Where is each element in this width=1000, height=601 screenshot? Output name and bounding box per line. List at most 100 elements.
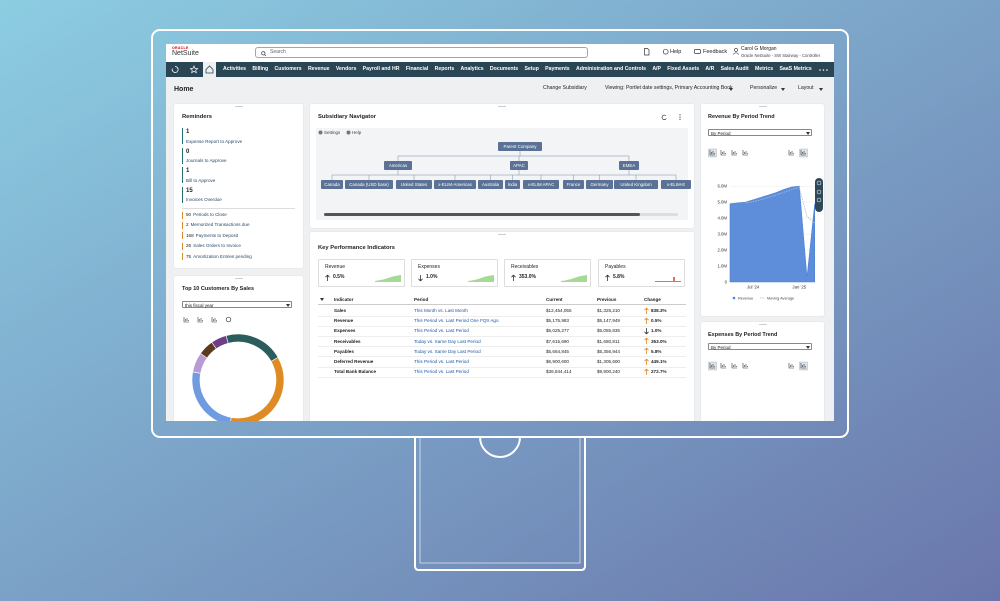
nav-item[interactable]: Activities: [223, 65, 247, 72]
tree-node[interactable]: APAC: [510, 161, 528, 170]
nav-item[interactable]: A/R: [705, 65, 715, 72]
kpi-card[interactable]: Expenses 1.0%: [411, 259, 498, 287]
tree-node[interactable]: France: [563, 180, 584, 189]
tree-node[interactable]: India: [505, 180, 520, 189]
reminder-label[interactable]: Invoices Overdue: [186, 197, 222, 202]
nav-item[interactable]: Vendors: [335, 65, 357, 72]
nav-item[interactable]: Billing: [252, 65, 269, 72]
chart-controls[interactable]: [815, 178, 823, 212]
y-tick-label: 2.0M: [717, 248, 727, 253]
viewing-settings[interactable]: Viewing: Portlet date settings, Primary …: [605, 85, 733, 91]
help-link[interactable]: Help: [670, 49, 682, 55]
kpi-card[interactable]: Payables 5.8%: [598, 259, 685, 287]
tree-node[interactable]: Germany: [586, 180, 613, 189]
nav-item[interactable]: Fixed Assets: [667, 65, 700, 72]
nav-item[interactable]: Administration and Controls: [575, 65, 647, 72]
period-link[interactable]: Today vs. Same Day Last Period: [414, 348, 481, 354]
nav-item[interactable]: Revenue: [307, 65, 330, 72]
column-header: Previous: [597, 296, 617, 302]
document-icon: [644, 48, 650, 56]
tree-node[interactable]: Americas: [384, 161, 412, 170]
reminder-bar: [182, 242, 184, 250]
reminder-count[interactable]: 15: [186, 187, 193, 194]
help-link[interactable]: Help: [352, 129, 362, 135]
kpi-change: 5.8%: [613, 274, 625, 280]
chart-type-icon: [731, 150, 737, 156]
graphic: [733, 48, 739, 55]
tree-node[interactable]: x-ELIM APAC: [523, 180, 559, 189]
period-link[interactable]: This Period vs. Last Period: [414, 328, 469, 334]
tree-node[interactable]: Australia: [478, 180, 503, 189]
caret: [781, 87, 785, 91]
kpi-label: Receivables: [511, 264, 539, 270]
nav-item[interactable]: Setup: [524, 65, 539, 72]
portlet-title: Key Performance Indicators: [318, 245, 395, 251]
chart-type-icon: [742, 150, 748, 156]
feedback-link[interactable]: Feedback: [703, 49, 728, 55]
kpi-card[interactable]: Revenue 0.5%: [318, 259, 405, 287]
tree-node[interactable]: x-ELIM-Americas: [434, 180, 476, 189]
portlet-title: Subsidiary Navigator: [318, 114, 376, 120]
sparkline-area: [561, 275, 587, 282]
reminder-bar: [182, 167, 184, 183]
dropdown[interactable]: this fiscal year: [182, 301, 292, 308]
period-link[interactable]: This Month vs. Last Month: [414, 308, 468, 313]
trend-arrow: [644, 337, 649, 345]
drag-handle: [498, 233, 506, 235]
period-link[interactable]: This Period vs. Last Period: [414, 369, 469, 375]
nav-item[interactable]: Financial: [405, 65, 429, 72]
search-box[interactable]: Search: [255, 47, 588, 58]
portlet-title: Reminders: [182, 114, 212, 120]
nav-item[interactable]: Analytics: [460, 65, 484, 72]
nav-item[interactable]: Customers: [274, 65, 302, 72]
reminder-row[interactable]: 168 Payments to Deposit: [186, 233, 238, 238]
tree-node[interactable]: Parent Company: [498, 142, 542, 151]
nav-item[interactable]: Payments: [545, 65, 570, 72]
dropdown[interactable]: By Period: [708, 343, 812, 350]
reminder-label[interactable]: Expense Report to Approve: [186, 138, 243, 144]
personalize-menu[interactable]: Personalize: [750, 85, 778, 91]
legend-label: Moving Average: [767, 297, 794, 301]
nav-item[interactable]: Reports: [434, 65, 455, 72]
nav-item[interactable]: Payroll and HR: [362, 65, 400, 72]
reminder-row[interactable]: 2 Memorized Transactions due: [186, 222, 250, 227]
reminders-portlet: Reminders 1 Expense Report to Approve 0 Jour…: [174, 104, 303, 268]
nav-item[interactable]: Metrics: [754, 65, 774, 72]
change-subsidiary[interactable]: Change Subsidiary: [543, 85, 587, 91]
kpi-card[interactable]: Receivables 353.0%: [504, 259, 591, 287]
nav-item[interactable]: A/P: [652, 65, 661, 72]
layout-menu[interactable]: Layout: [798, 85, 814, 91]
arrow-shape: [644, 317, 649, 324]
reminder-count[interactable]: 1: [186, 168, 190, 174]
chart-type-icon: [731, 363, 737, 369]
user-name[interactable]: Carol G Morgan: [741, 45, 777, 52]
tree-node[interactable]: Canada (USD base): [345, 180, 393, 189]
period-link[interactable]: Today vs. Same Day Last Period: [414, 338, 481, 344]
reminder-row[interactable]: 75 Amortization Entries pending: [186, 254, 252, 259]
dropdown[interactable]: By Period: [708, 129, 812, 136]
period-link[interactable]: This Period vs. Last Period One FQtr Ago: [414, 318, 499, 324]
nav-item[interactable]: Sales Audit: [720, 65, 749, 72]
reminder-label[interactable]: Journals to Approve: [186, 158, 227, 163]
revenue-trend-portlet: Revenue By Period Trend By Period 0 1.0M 2.0…: [701, 104, 824, 316]
chart-type-icons: [183, 316, 232, 323]
scrollbar-thumb[interactable]: [324, 213, 640, 216]
tree-node[interactable]: United States: [396, 180, 432, 189]
nav-item[interactable]: Documents: [489, 65, 519, 72]
tree-node[interactable]: United Kingdom: [614, 180, 658, 189]
donut-slice: [211, 335, 229, 350]
caret-shape: [729, 87, 733, 91]
reminder-label: Sales Orders to Invoice: [193, 243, 241, 249]
tree-node[interactable]: Canada: [321, 180, 343, 189]
reminder-count[interactable]: 0: [186, 148, 190, 155]
reminder-row[interactable]: 50 Periods to Close: [186, 212, 227, 217]
reminder-count[interactable]: 1: [186, 129, 190, 135]
period-link[interactable]: This Period vs. Last Period: [414, 359, 469, 364]
reminder-label[interactable]: Bill to Approve: [186, 177, 216, 183]
reminder-row[interactable]: 26 Sales Orders to Invoice: [186, 243, 241, 248]
nav-item[interactable]: SaaS Metrics: [779, 65, 812, 72]
tree-node[interactable]: x-ELIM-E: [661, 180, 691, 189]
settings-link[interactable]: Settings: [324, 129, 341, 135]
current-value: $5,175,983: [546, 318, 569, 324]
tree-node[interactable]: EMEA: [619, 161, 639, 170]
